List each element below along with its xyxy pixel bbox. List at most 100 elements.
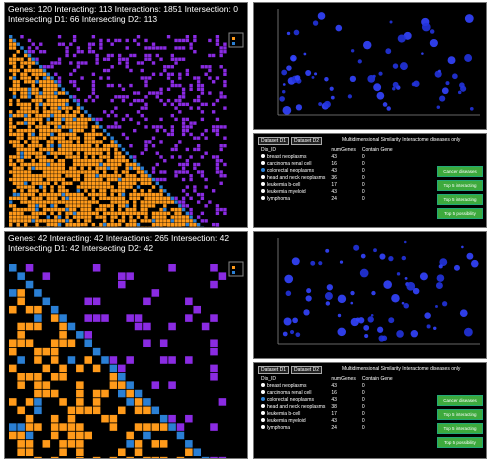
matrix-cell <box>148 200 152 204</box>
table-row[interactable]: lymphoma 24 0 <box>258 196 396 203</box>
matrix-cell <box>99 132 103 137</box>
matrix-cell <box>140 61 144 65</box>
matrix-cell <box>39 102 43 107</box>
scatter-point <box>441 87 449 95</box>
matrix-cell <box>16 147 20 152</box>
matrix-cell <box>118 219 122 223</box>
row-marker <box>261 189 265 193</box>
table-row[interactable]: head and neck neoplasms 36 0 <box>258 175 396 182</box>
matrix-cell <box>69 219 73 223</box>
cell: Dis_ID <box>261 376 277 382</box>
matrix-cell <box>9 219 13 223</box>
disease-table: Dis_ID numGenes Contain Gene breast neoplas… <box>258 147 396 203</box>
matrix-cell <box>178 95 182 99</box>
header-line: Genes: 120 Interacting: 113 Interactions… <box>8 4 238 14</box>
matrix-cell <box>118 38 122 43</box>
matrix-cell <box>31 121 35 125</box>
btn[interactable]: Top 5 possibility <box>437 208 483 219</box>
matrix-cell <box>50 76 54 80</box>
matrix-cell <box>178 98 182 103</box>
matrix-cell <box>69 117 73 122</box>
matrix-cell <box>24 177 28 182</box>
matrix-cell <box>106 181 111 185</box>
matrix-cell <box>72 113 77 118</box>
matrix-cell <box>57 219 62 223</box>
matrix-cell <box>204 151 208 155</box>
matrix-cell <box>20 136 24 140</box>
matrix-cell <box>140 200 144 204</box>
matrix-cell <box>76 125 81 129</box>
matrix-cell <box>215 222 220 227</box>
matrix-cell <box>61 144 66 148</box>
matrix-cell <box>185 162 190 167</box>
matrix-cell <box>9 170 13 174</box>
table-row[interactable]: carcinoma renal cell 16 0 <box>258 390 396 397</box>
matrix-cell <box>163 196 167 201</box>
table-row[interactable]: head and neck neoplasms 38 0 <box>258 404 396 411</box>
scatter-point <box>460 85 467 92</box>
matrix-cell <box>91 72 96 76</box>
table-row[interactable]: leukemia myeloid 43 0 <box>258 418 396 425</box>
cell: breast neoplasms <box>258 383 328 390</box>
matrix-cell <box>129 177 133 182</box>
table-row[interactable]: lymphoma 24 0 <box>258 425 396 432</box>
matrix-cell <box>17 373 25 381</box>
btn[interactable]: Top 5 interacting <box>437 409 483 420</box>
cell: 16 <box>331 390 337 396</box>
table-row[interactable]: leukemia b-cell 17 0 <box>258 411 396 418</box>
matrix-cell <box>12 192 17 197</box>
table-row[interactable]: leukemia b-cell 17 0 <box>258 182 396 189</box>
matrix-cell <box>65 211 69 216</box>
matrix-cell <box>27 125 32 129</box>
scatter-point <box>438 264 443 269</box>
matrix-cell <box>54 196 58 201</box>
matrix-cell <box>42 128 47 133</box>
table-row[interactable]: colorectal neoplasms 43 0 <box>258 397 396 404</box>
btn[interactable]: Cancer diseases <box>437 166 483 177</box>
matrix-cell <box>151 125 156 129</box>
cell: 0 <box>361 383 365 389</box>
tab[interactable]: Dataset D2 <box>291 137 323 145</box>
matrix-cell <box>80 166 84 170</box>
matrix-cell <box>200 87 205 92</box>
matrix-cell <box>140 98 144 103</box>
table-row[interactable]: leukemia myeloid 43 0 <box>258 189 396 196</box>
matrix-cell <box>151 381 160 389</box>
matrix-cell <box>24 181 28 185</box>
matrix-cell <box>12 170 17 174</box>
matrix-cell <box>50 159 54 163</box>
matrix-cell <box>159 57 163 61</box>
matrix-cell <box>84 185 88 189</box>
table-row[interactable]: breast neoplasms 43 0 <box>258 383 396 390</box>
tab[interactable]: Dataset D1 <box>258 366 290 374</box>
matrix-cell <box>39 185 43 189</box>
tab[interactable]: Dataset D1 <box>258 137 290 145</box>
matrix-cell <box>24 50 28 54</box>
matrix-cell <box>34 356 42 364</box>
matrix-cell <box>50 65 54 69</box>
matrix-cell <box>193 38 197 43</box>
matrix-cell <box>106 57 111 61</box>
matrix-cell <box>121 170 126 174</box>
table-row[interactable]: breast neoplasms 43 0 <box>258 154 396 161</box>
btn[interactable]: Top 5 interacting <box>437 180 483 191</box>
table-row[interactable]: colorectal neoplasms 43 0 <box>258 168 396 175</box>
cell: Contain Gene <box>361 147 393 153</box>
matrix-cell <box>16 166 20 170</box>
table-row[interactable]: carcinoma renal cell 16 0 <box>258 161 396 168</box>
matrix-cell <box>109 381 118 389</box>
matrix-cell <box>211 80 216 84</box>
matrix-cell <box>144 174 148 178</box>
btn[interactable]: Top 5 interacting <box>437 194 483 205</box>
btn[interactable]: Cancer diseases <box>437 395 483 406</box>
tab[interactable]: Dataset D2 <box>291 366 323 374</box>
matrix-cell <box>151 61 156 65</box>
matrix-cell <box>46 196 50 201</box>
cell: 0 <box>361 154 365 160</box>
btn[interactable]: Top 5 interacting <box>437 423 483 434</box>
matrix-cell <box>67 406 76 415</box>
cell: lymphoma <box>258 196 328 203</box>
matrix-cell <box>170 125 175 129</box>
matrix-cell <box>155 196 159 201</box>
btn[interactable]: Top 5 possibility <box>437 437 483 448</box>
